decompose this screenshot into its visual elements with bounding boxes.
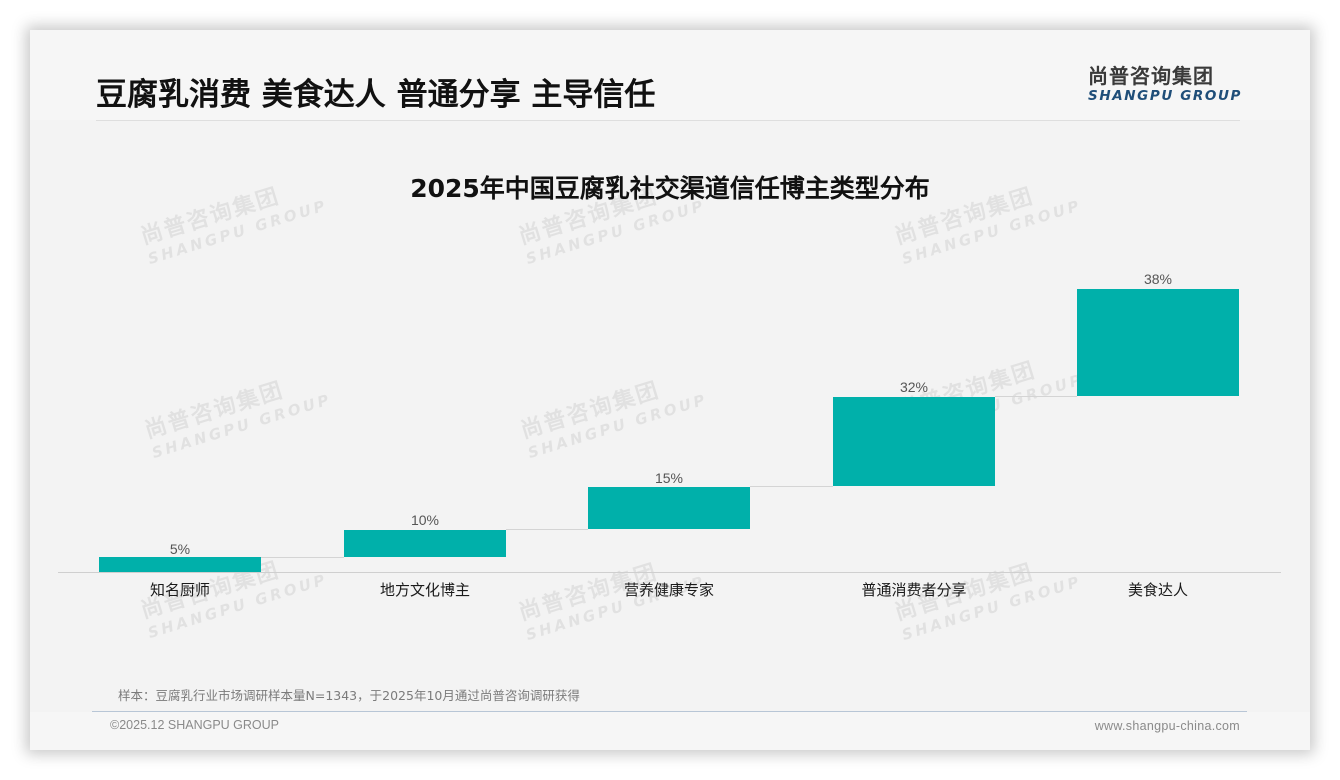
slide: 豆腐乳消费 美食达人 普通分享 主导信任 尚普咨询集团 SHANGPU GROU…	[30, 30, 1310, 750]
category-label: 营养健康专家	[623, 581, 714, 599]
chart-title: 2025年中国豆腐乳社交渠道信任博主类型分布	[410, 174, 930, 203]
bar-value-label: 38%	[1143, 271, 1173, 287]
x-axis-line	[58, 572, 1281, 573]
connector-line	[506, 529, 588, 530]
header-band	[30, 30, 1310, 120]
logo-text-cn: 尚普咨询集团	[1088, 64, 1214, 88]
bar-food-influencer	[1077, 289, 1239, 396]
website-link[interactable]: www.shangpu-china.com	[1094, 719, 1240, 733]
connector-line	[261, 557, 344, 558]
bar-nutrition-expert	[588, 487, 750, 529]
bar-local-culture-blogger	[344, 530, 506, 557]
bar-value-label: 32%	[899, 379, 929, 395]
category-label: 美食达人	[1127, 581, 1188, 599]
title-divider	[96, 120, 1240, 121]
logo-text-en: SHANGPU GROUP	[1088, 88, 1243, 104]
footer-band	[30, 712, 1310, 750]
bar-value-label: 10%	[410, 512, 440, 528]
sample-note: 样本：豆腐乳行业市场调研样本量N=1343，于2025年10月通过尚普咨询调研获…	[118, 688, 580, 703]
page-title: 豆腐乳消费 美食达人 普通分享 主导信任	[96, 77, 656, 113]
bar-ordinary-consumer	[833, 397, 995, 486]
copyright-text: ©2025.12 SHANGPU GROUP	[110, 718, 279, 732]
bar-famous-chef	[99, 557, 261, 572]
company-logo: 尚普咨询集团 SHANGPU GROUP	[1088, 64, 1240, 104]
category-label: 普通消费者分享	[861, 581, 967, 599]
category-label: 地方文化博主	[379, 581, 470, 599]
bar-value-label: 5%	[169, 541, 191, 557]
footer-divider	[92, 711, 1247, 712]
connector-line	[995, 396, 1077, 397]
category-label: 知名厨师	[149, 581, 210, 599]
bar-value-label: 15%	[654, 470, 684, 486]
waterfall-chart: 5% 10% 15% 32% 38% 知名厨师 地方文化博主 营养健康专家 普通…	[30, 30, 1310, 750]
connector-line	[750, 486, 833, 487]
